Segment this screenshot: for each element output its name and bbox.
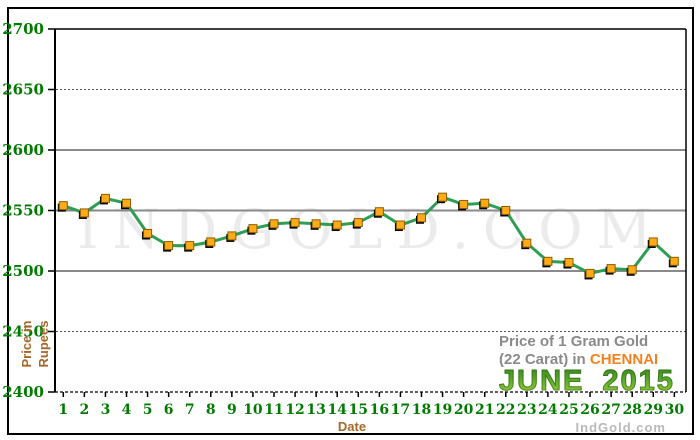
x-tick-label: 16 bbox=[370, 402, 389, 418]
y-axis-title-line1: Price in bbox=[19, 320, 34, 368]
data-point-marker bbox=[100, 193, 110, 203]
caption-line1: Price of 1 Gram Gold bbox=[499, 333, 649, 350]
data-point-marker bbox=[122, 198, 132, 208]
price-line bbox=[61, 195, 676, 275]
data-point-marker bbox=[248, 224, 258, 234]
x-tick-label: 23 bbox=[517, 402, 536, 418]
data-point-marker bbox=[438, 192, 448, 202]
data-point-marker bbox=[564, 258, 574, 268]
chart-frame: INDGOLD.COM Price in Rupees Date Price o… bbox=[7, 7, 694, 435]
data-point-marker bbox=[606, 264, 616, 274]
y-tick-label: 2500 bbox=[2, 262, 44, 280]
data-point-marker bbox=[416, 213, 426, 223]
x-tick-label: 20 bbox=[454, 402, 474, 418]
x-tick-label: 29 bbox=[644, 402, 663, 418]
y-tick-label: 2700 bbox=[2, 20, 44, 38]
data-point-marker bbox=[669, 256, 679, 266]
x-tick-label: 10 bbox=[243, 402, 263, 418]
y-tick-label: 2600 bbox=[2, 141, 44, 159]
data-point-marker bbox=[627, 265, 637, 275]
x-tick-label: 13 bbox=[306, 402, 325, 418]
caption-month: JUNE bbox=[498, 365, 585, 397]
y-tick-label: 2550 bbox=[2, 202, 44, 220]
y-tick-label: 2450 bbox=[2, 323, 44, 341]
data-point-marker bbox=[58, 201, 68, 211]
x-tick-label: 8 bbox=[206, 402, 216, 418]
data-point-marker bbox=[480, 198, 490, 208]
x-tick-label: 22 bbox=[496, 402, 515, 418]
x-tick-label: 12 bbox=[285, 402, 304, 418]
caption-carat-text: (22 Carat) in bbox=[499, 351, 590, 368]
x-tick-label: 30 bbox=[665, 402, 685, 418]
data-point-marker bbox=[648, 237, 658, 247]
data-point-marker bbox=[143, 228, 153, 238]
data-point-marker bbox=[522, 238, 532, 248]
x-tick-label: 24 bbox=[538, 402, 558, 418]
x-tick-label: 27 bbox=[601, 402, 620, 418]
x-tick-label: 15 bbox=[349, 402, 368, 418]
x-tick-label: 2 bbox=[79, 402, 89, 418]
y-tick-label: 2650 bbox=[2, 81, 44, 99]
x-tick-label: 7 bbox=[185, 402, 195, 418]
data-point-marker bbox=[269, 219, 279, 229]
data-point-marker bbox=[311, 219, 321, 229]
x-tick-label: 26 bbox=[580, 402, 599, 418]
data-point-marker bbox=[374, 207, 384, 217]
watermark-text: INDGOLD.COM bbox=[77, 198, 666, 261]
data-point-marker bbox=[353, 218, 363, 228]
x-tick-label: 28 bbox=[622, 402, 641, 418]
data-point-marker bbox=[79, 208, 89, 218]
x-tick-label: 18 bbox=[412, 402, 431, 418]
x-axis-title: Date bbox=[337, 419, 367, 434]
caption-line2: (22 Carat) in CHENNAI bbox=[499, 351, 675, 369]
data-point-marker bbox=[290, 218, 300, 228]
x-tick-label: 6 bbox=[164, 402, 174, 418]
data-point-marker bbox=[501, 206, 511, 215]
data-point-marker bbox=[206, 237, 216, 247]
x-tick-label: 19 bbox=[433, 402, 452, 418]
caption-year: 2015 bbox=[602, 365, 675, 397]
y-axis-title: Price in Rupees bbox=[18, 294, 52, 394]
x-tick-label: 4 bbox=[122, 402, 132, 418]
data-point-marker bbox=[227, 231, 237, 241]
data-point-marker bbox=[332, 220, 342, 230]
y-axis-title-line2: Rupees bbox=[36, 320, 51, 368]
x-tick-label: 21 bbox=[475, 402, 494, 418]
caption-block: Price of 1 Gram Gold (22 Carat) in CHENN… bbox=[498, 333, 675, 396]
x-tick-label: 1 bbox=[58, 402, 68, 418]
x-tick-label: 5 bbox=[143, 402, 153, 418]
y-tick-label: 2400 bbox=[2, 383, 44, 401]
caption-city: CHENNAI bbox=[589, 351, 659, 368]
data-point-marker bbox=[459, 199, 469, 209]
x-tick-label: 3 bbox=[101, 402, 111, 418]
x-tick-label: 25 bbox=[559, 402, 578, 418]
x-tick-label: 11 bbox=[264, 402, 283, 418]
x-tick-label: 17 bbox=[391, 402, 410, 418]
x-tick-label: 9 bbox=[227, 402, 237, 418]
data-point-marker bbox=[543, 256, 553, 266]
data-point-marker bbox=[585, 268, 595, 278]
caption-month-row: JUNE 2015 bbox=[498, 366, 675, 396]
x-tick-label: 14 bbox=[327, 402, 347, 418]
data-point-marker bbox=[164, 241, 174, 251]
data-point-marker bbox=[185, 241, 195, 251]
data-point-marker bbox=[395, 220, 405, 230]
site-credit: IndGold.com bbox=[575, 420, 666, 435]
